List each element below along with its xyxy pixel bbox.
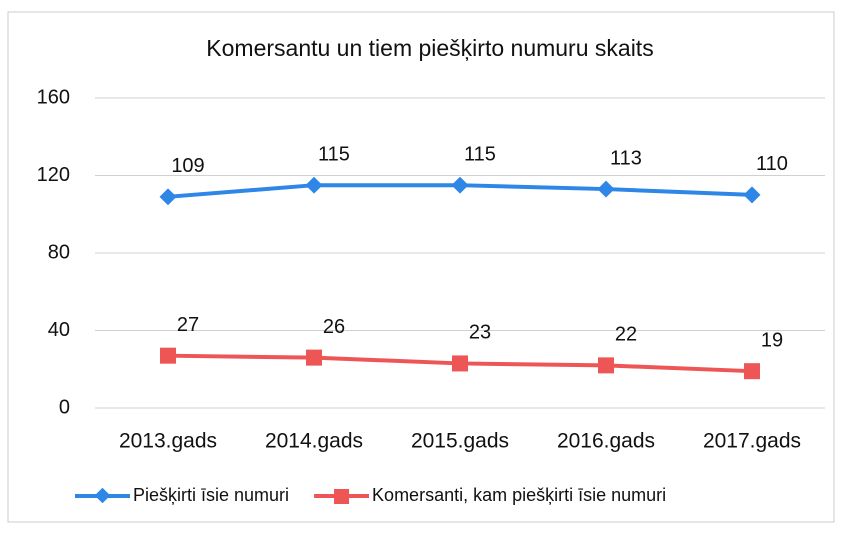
- legend-label: Piešķirti īsie numuri: [133, 485, 289, 505]
- legend-marker: [334, 489, 350, 504]
- marker: [159, 188, 177, 206]
- data-label: 109: [171, 155, 204, 177]
- marker: [451, 176, 469, 194]
- x-tick-label: 2016.gads: [557, 430, 655, 453]
- data-label: 115: [318, 143, 350, 165]
- data-label: 115: [464, 143, 496, 165]
- x-tick-label: 2014.gads: [265, 430, 363, 453]
- marker: [597, 180, 615, 198]
- data-label: 26: [323, 316, 345, 338]
- y-tick-label: 0: [59, 396, 70, 418]
- y-tick-label: 120: [37, 164, 70, 186]
- data-label: 110: [756, 153, 788, 175]
- chart-frame: [7, 11, 835, 523]
- y-tick-label: 80: [48, 241, 70, 263]
- chart-title: Komersantu un tiem piešķirto numuru skai…: [206, 35, 653, 61]
- data-label: 113: [610, 147, 642, 169]
- marker: [160, 347, 176, 364]
- y-tick-label: 40: [48, 319, 70, 341]
- marker: [598, 357, 614, 374]
- x-tick-label: 2017.gads: [703, 430, 801, 453]
- legend-label: Komersanti, kam piešķirti īsie numuri: [372, 485, 666, 505]
- data-label: 22: [615, 324, 637, 346]
- data-label: 23: [469, 322, 491, 344]
- y-tick-label: 160: [37, 86, 70, 108]
- marker: [744, 363, 760, 380]
- marker: [452, 355, 468, 372]
- marker: [743, 186, 761, 204]
- marker: [306, 349, 322, 366]
- x-tick-label: 2013.gads: [119, 430, 217, 453]
- data-label: 19: [761, 329, 783, 351]
- data-label: 27: [177, 314, 199, 336]
- x-tick-label: 2015.gads: [411, 430, 509, 453]
- marker: [305, 176, 323, 194]
